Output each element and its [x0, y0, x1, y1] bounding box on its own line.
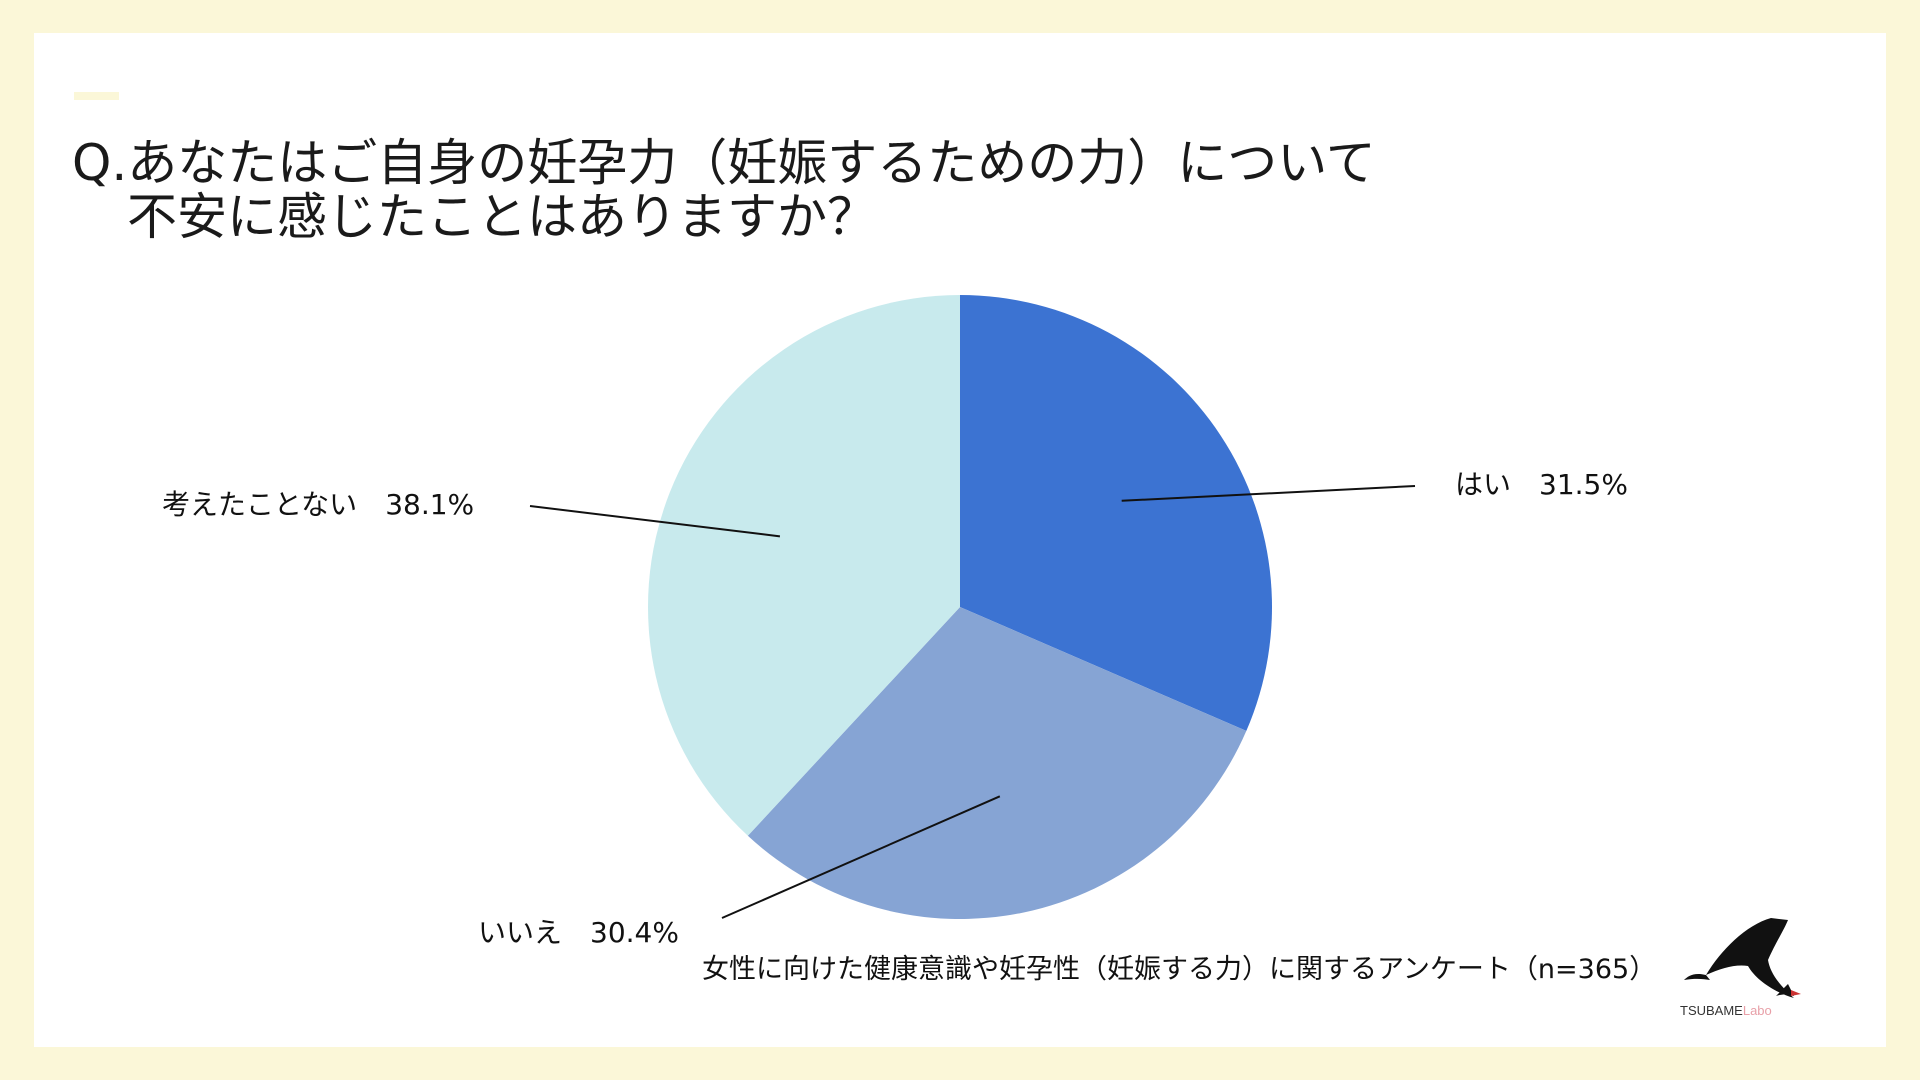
slice-label-kangaeta: 考えたことない 38.1%: [162, 488, 475, 521]
logo-text: TSUBAMELabo: [1680, 1003, 1772, 1018]
slice-label-hai: はい 31.5%: [1455, 468, 1628, 501]
pie-slice-hai: [960, 295, 1273, 731]
chart-title-line1: Q.あなたはご自身の妊孕力（妊娠するための力）について: [72, 134, 1376, 192]
leader-line-kangaeta: [529, 505, 781, 538]
leader-line-iie: [721, 795, 1001, 919]
swallow-logo-icon: [1684, 918, 1801, 998]
survey-footnote: 女性に向けた健康意識や妊孕性（妊娠する力）に関するアンケート（n=365）: [702, 954, 1657, 985]
slice-label-iie: いいえ 30.4%: [478, 916, 679, 949]
leader-line-hai: [1121, 485, 1416, 502]
chart-title: Q.あなたはご自身の妊孕力（妊娠するための力）について 不安に感じたことはありま…: [72, 136, 1376, 244]
pie-slice-kangaeta: [647, 295, 960, 836]
pie-slice-iie: [747, 607, 1247, 919]
title-accent-bar: [74, 92, 119, 100]
chart-title-line2: 不安に感じたことはありますか？: [127, 188, 877, 246]
